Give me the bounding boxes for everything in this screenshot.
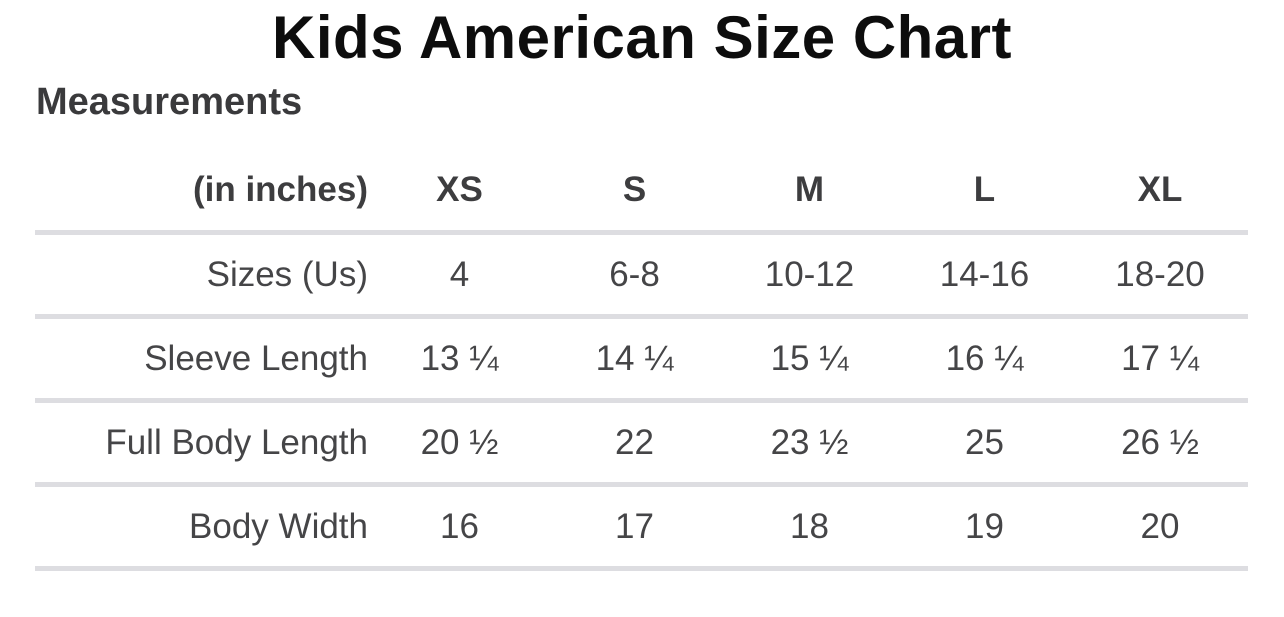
row-label: Full Body Length [35, 400, 372, 487]
size-value-cell: 18-20 [1072, 232, 1248, 319]
size-value-cell: 22 [547, 400, 722, 487]
size-value-cell: 17 ¼ [1072, 316, 1248, 403]
size-value-cell: 26 ½ [1072, 400, 1248, 487]
size-value-cell: 10-12 [722, 232, 897, 319]
table-header-row: (in inches) XS S M L XL [35, 150, 1248, 235]
unit-label: (in inches) [35, 150, 372, 235]
table-row: Sizes (Us) 4 6-8 10-12 14-16 18-20 [35, 232, 1248, 319]
size-value-cell: 6-8 [547, 232, 722, 319]
table-row: Sleeve Length 13 ¼ 14 ¼ 15 ¼ 16 ¼ 17 ¼ [35, 316, 1248, 403]
size-value-cell: 25 [897, 400, 1072, 487]
size-value-cell: 4 [372, 232, 547, 319]
size-value-cell: 20 [1072, 484, 1248, 571]
size-value-cell: 17 [547, 484, 722, 571]
size-value-cell: 15 ¼ [722, 316, 897, 403]
size-value-cell: 16 [372, 484, 547, 571]
row-label: Body Width [35, 484, 372, 571]
size-value-cell: 16 ¼ [897, 316, 1072, 403]
size-column-header: L [897, 150, 1072, 235]
size-column-header: S [547, 150, 722, 235]
row-label: Sizes (Us) [35, 232, 372, 319]
size-chart-table: (in inches) XS S M L XL Sizes (Us) 4 6-8 10-12… [35, 150, 1248, 571]
measurements-heading: Measurements [36, 81, 303, 123]
size-column-header: XL [1072, 150, 1248, 235]
size-value-cell: 14 ¼ [547, 316, 722, 403]
page-title: Kids American Size Chart [272, 4, 1012, 71]
size-column-header: M [722, 150, 897, 235]
table-row: Full Body Length 20 ½ 22 23 ½ 25 26 ½ [35, 400, 1248, 487]
size-value-cell: 23 ½ [722, 400, 897, 487]
size-value-cell: 18 [722, 484, 897, 571]
size-value-cell: 20 ½ [372, 400, 547, 487]
size-column-header: XS [372, 150, 547, 235]
size-value-cell: 19 [897, 484, 1072, 571]
row-label: Sleeve Length [35, 316, 372, 403]
size-value-cell: 13 ¼ [372, 316, 547, 403]
table-row: Body Width 16 17 18 19 20 [35, 484, 1248, 571]
size-value-cell: 14-16 [897, 232, 1072, 319]
